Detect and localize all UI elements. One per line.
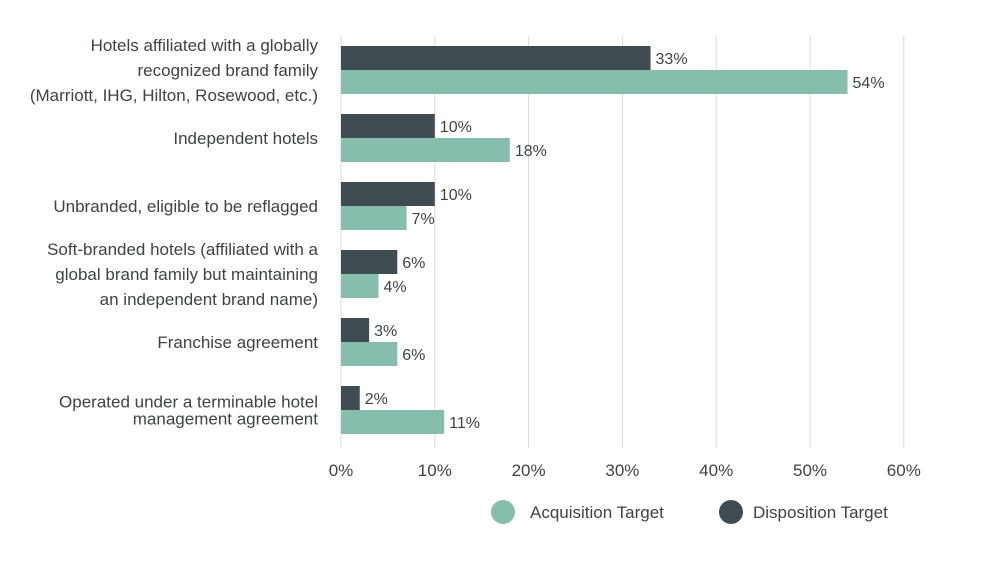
data-label: 2% <box>365 391 388 408</box>
category-label-line: Unbranded, eligible to be reflagged <box>53 197 318 216</box>
legend-label: Acquisition Target <box>530 503 664 522</box>
bar-disposition <box>341 46 651 70</box>
x-tick-label: 50% <box>793 461 827 480</box>
x-tick-label: 10% <box>418 461 452 480</box>
data-label: 33% <box>656 51 688 68</box>
bar-acquisition <box>341 70 848 94</box>
bar-disposition <box>341 114 435 138</box>
data-label: 10% <box>440 119 472 136</box>
bar-disposition <box>341 182 435 206</box>
bar-disposition <box>341 386 360 410</box>
x-tick-label: 0% <box>329 461 354 480</box>
bar-acquisition <box>341 206 407 230</box>
category-label-line: an independent brand name) <box>100 290 318 309</box>
bar-disposition <box>341 250 398 274</box>
category-label: Franchise agreement <box>157 333 318 352</box>
category-label-line: global brand family but maintaining <box>55 265 318 284</box>
bar-acquisition <box>341 342 398 366</box>
data-label: 6% <box>402 255 425 272</box>
labels: 0% 10% 20% 30% 40% 50% 60% 33% 54% Hotels affilia… <box>30 36 921 480</box>
data-label: 4% <box>384 279 407 296</box>
legend-swatch <box>719 500 743 524</box>
category-label-line: Hotels affiliated with a globally <box>91 36 319 55</box>
legend-label: Disposition Target <box>753 503 888 522</box>
category-label-line: Operated under a terminable hotel <box>59 393 318 412</box>
x-tick-label: 20% <box>512 461 546 480</box>
category-label-line: (Marriott, IHG, Hilton, Rosewood, etc.) <box>30 86 318 105</box>
category-label-line: Franchise agreement <box>157 333 318 352</box>
legend-swatch <box>491 500 515 524</box>
category-label: Independent hotels <box>173 129 318 148</box>
data-label: 6% <box>402 347 425 364</box>
x-tick-label: 60% <box>887 461 921 480</box>
data-label: 18% <box>515 143 547 160</box>
category-label: Soft-branded hotels (affiliated with a gl… <box>47 240 318 309</box>
x-tick-label: 40% <box>699 461 733 480</box>
category-label-line: Independent hotels <box>173 129 318 148</box>
data-label: 11% <box>449 415 480 432</box>
bar-acquisition <box>341 138 510 162</box>
category-label: Unbranded, eligible to be reflagged <box>53 197 318 216</box>
gridlines <box>340 36 905 448</box>
bar-acquisition <box>341 410 445 434</box>
data-label: 3% <box>374 323 397 340</box>
category-label-line: management agreement <box>133 410 319 429</box>
data-label: 54% <box>853 75 885 92</box>
category-label-line: recognized brand family <box>138 61 319 80</box>
data-label: 10% <box>440 187 472 204</box>
legend: Acquisition Target Disposition Target <box>491 500 888 524</box>
category-label: Hotels affiliated with a globally recogni… <box>30 36 319 105</box>
data-label: 7% <box>412 211 435 228</box>
category-label-line: Soft-branded hotels (affiliated with a <box>47 240 318 259</box>
x-tick-label: 30% <box>605 461 639 480</box>
category-label: Operated under a terminable hotel managem… <box>59 393 318 429</box>
bar-acquisition <box>341 274 379 298</box>
bar-disposition <box>341 318 370 342</box>
bars <box>341 46 848 434</box>
